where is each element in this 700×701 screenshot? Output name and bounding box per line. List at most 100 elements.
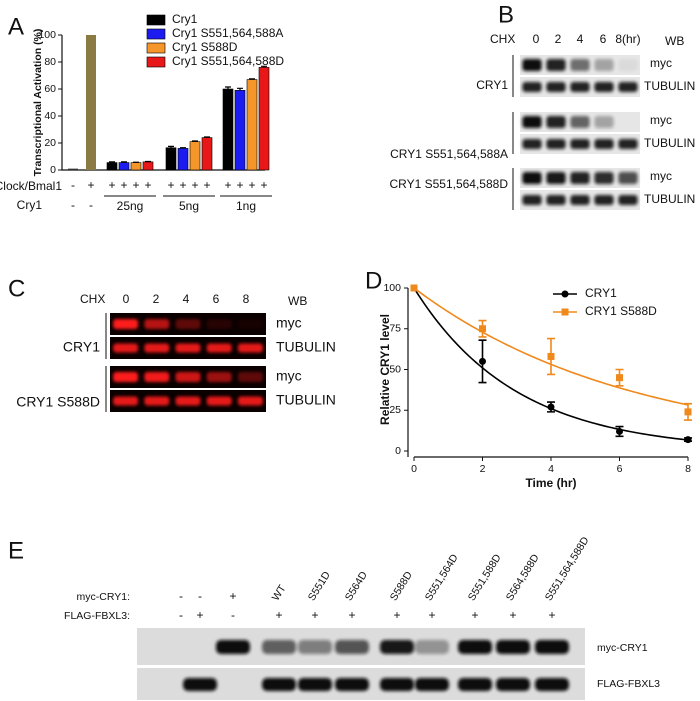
band bbox=[546, 195, 566, 205]
row-sign: + bbox=[132, 178, 139, 192]
band bbox=[415, 640, 449, 654]
panel-label: E bbox=[8, 537, 24, 564]
legend-marker bbox=[561, 308, 569, 316]
y-tick-label: 0 bbox=[395, 445, 401, 457]
group-label: CRY1 S588D bbox=[16, 394, 100, 410]
bar bbox=[118, 162, 130, 171]
row-sign: - bbox=[71, 178, 75, 192]
error-bar bbox=[249, 78, 255, 80]
bar bbox=[165, 147, 177, 171]
row-sign: + bbox=[260, 178, 267, 192]
lane-sign: + bbox=[548, 608, 555, 622]
tubulin-label: TUBULIN bbox=[644, 192, 695, 206]
blot-label: myc-CRY1 bbox=[597, 642, 648, 654]
point bbox=[684, 436, 692, 444]
bar bbox=[222, 88, 234, 171]
band bbox=[206, 343, 232, 353]
panel-label: C bbox=[8, 275, 25, 302]
band bbox=[618, 172, 638, 184]
band bbox=[546, 82, 566, 92]
lane-sign: + bbox=[196, 608, 203, 622]
band bbox=[144, 396, 170, 406]
x-tick-label: 0 bbox=[411, 463, 417, 475]
row-sign: - bbox=[71, 198, 75, 212]
row-label: Cry1 bbox=[17, 198, 43, 212]
x-tick-label: 6 bbox=[617, 463, 623, 475]
band bbox=[298, 640, 332, 654]
band bbox=[618, 139, 638, 149]
band bbox=[175, 319, 201, 329]
band bbox=[237, 319, 263, 329]
band bbox=[144, 343, 170, 353]
panel-label: D bbox=[365, 267, 382, 294]
band bbox=[546, 59, 566, 71]
error-bar bbox=[204, 136, 210, 138]
control-bar bbox=[86, 35, 96, 170]
lane-sign: + bbox=[229, 589, 236, 603]
band bbox=[206, 372, 232, 382]
lane-label: S551,564D bbox=[423, 552, 461, 603]
band bbox=[570, 116, 590, 128]
group-label: CRY1 S551,564,588D bbox=[389, 177, 508, 191]
point bbox=[616, 427, 623, 435]
bar bbox=[258, 67, 270, 171]
lane-label: S551D bbox=[306, 569, 333, 603]
band bbox=[216, 640, 250, 654]
row-sign: + bbox=[120, 178, 127, 192]
control-bar bbox=[68, 168, 78, 170]
band bbox=[113, 396, 139, 406]
lane-label: S564D bbox=[343, 569, 370, 603]
band bbox=[262, 678, 296, 691]
bar bbox=[106, 162, 118, 171]
lane-label: S551,564,588D bbox=[543, 534, 592, 603]
band bbox=[113, 319, 139, 329]
band bbox=[335, 678, 369, 691]
row-sign: + bbox=[191, 178, 198, 192]
band bbox=[113, 372, 139, 382]
band bbox=[496, 640, 530, 654]
time-label: 4 bbox=[577, 32, 584, 46]
group-label: 5ng bbox=[179, 199, 199, 213]
lane-sign: + bbox=[471, 608, 478, 622]
x-tick-label: 8 bbox=[685, 463, 691, 475]
myc-label: myc bbox=[276, 315, 302, 331]
panel-label: A bbox=[8, 13, 24, 40]
time-label: 0 bbox=[533, 32, 540, 46]
band bbox=[144, 372, 170, 382]
point bbox=[479, 357, 486, 365]
band bbox=[618, 195, 638, 205]
row-label: FLAG-FBXL3: bbox=[64, 610, 130, 622]
lane-sign: - bbox=[179, 589, 183, 603]
panel-label: B bbox=[498, 1, 514, 28]
row-sign: + bbox=[236, 178, 243, 192]
wb-label: WB bbox=[288, 294, 307, 308]
lane-sign: + bbox=[393, 608, 400, 622]
band bbox=[535, 678, 569, 691]
band bbox=[206, 319, 232, 329]
myc-label: myc bbox=[650, 113, 672, 127]
band bbox=[237, 343, 263, 353]
band bbox=[298, 678, 332, 691]
legend-label: Cry1 bbox=[172, 12, 198, 26]
band bbox=[522, 139, 542, 149]
legend-swatch bbox=[146, 56, 166, 68]
band bbox=[546, 172, 566, 184]
bar bbox=[189, 141, 201, 171]
lane-label: WT bbox=[270, 582, 289, 603]
band bbox=[522, 172, 542, 184]
bar bbox=[234, 90, 246, 171]
error-bar bbox=[121, 161, 127, 163]
y-tick-label: 100 bbox=[383, 282, 401, 294]
lane-sign: + bbox=[509, 608, 516, 622]
band bbox=[458, 678, 492, 691]
point bbox=[479, 325, 486, 333]
tubulin-label: TUBULIN bbox=[644, 79, 695, 93]
band bbox=[570, 82, 590, 92]
error-bar bbox=[109, 161, 115, 163]
legend-swatch bbox=[146, 14, 166, 26]
time-label: 6 bbox=[213, 292, 220, 306]
x-tick-label: 4 bbox=[548, 463, 554, 475]
y-tick-label: 0 bbox=[50, 164, 56, 176]
chx-label: CHX bbox=[80, 292, 105, 306]
